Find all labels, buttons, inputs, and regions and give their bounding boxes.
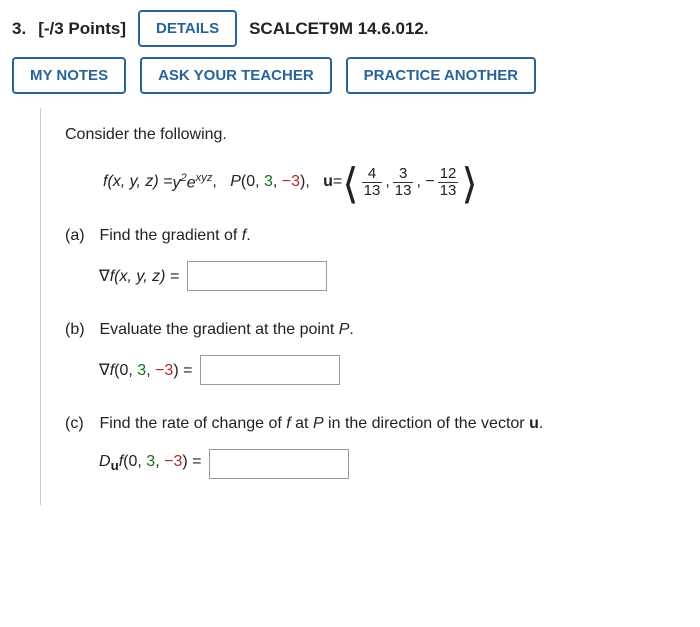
part-c-answer-label: Duf(0, 3, −3) = [99, 453, 201, 473]
part-a-label: (a) [65, 227, 95, 245]
part-c-answerline: Duf(0, 3, −3) = [99, 449, 700, 479]
intro-text: Consider the following. [65, 126, 700, 144]
action-buttons-row: MY NOTES ASK YOUR TEACHER PRACTICE ANOTH… [0, 55, 700, 108]
source-code: SCALCET9M 14.6.012. [249, 19, 429, 39]
part-b-answer-label: ∇f(0, 3, −3) = [99, 360, 192, 380]
part-b-label: (b) [65, 321, 95, 339]
ask-teacher-button[interactable]: ASK YOUR TEACHER [140, 57, 332, 94]
part-b-answerline: ∇f(0, 3, −3) = [99, 355, 700, 385]
part-a: (a) Find the gradient of f. ∇f(x, y, z) … [65, 227, 700, 291]
comma-sep: , [212, 173, 230, 191]
vec-comp-2: 3 13 [393, 166, 414, 199]
part-a-text: Find the gradient of f. [99, 227, 250, 244]
details-button[interactable]: DETAILS [138, 10, 237, 47]
question-number: 3. [12, 19, 26, 39]
func-rhs: y2exyz [172, 172, 212, 192]
vector-u-label: u [323, 173, 333, 191]
given-equation: f(x, y, z) = y2exyz , P(0, 3, −3), u = ⟨… [103, 166, 700, 199]
practice-another-button[interactable]: PRACTICE ANOTHER [346, 57, 536, 94]
part-c-label: (c) [65, 415, 95, 433]
vec-comp-3: 12 13 [438, 166, 459, 199]
my-notes-button[interactable]: MY NOTES [12, 57, 126, 94]
part-a-answer-label: ∇f(x, y, z) = [99, 266, 179, 286]
vector-eq: = [333, 173, 342, 191]
part-b-answer-input[interactable] [200, 355, 340, 385]
part-c-text: Find the rate of change of f at P in the… [99, 415, 543, 432]
point-P: P(0, 3, −3), [230, 173, 323, 191]
part-c-answer-input[interactable] [209, 449, 349, 479]
part-a-answer-input[interactable] [187, 261, 327, 291]
part-a-answerline: ∇f(x, y, z) = [99, 261, 700, 291]
header-row: 3. [-/3 Points] DETAILS SCALCET9M 14.6.0… [0, 0, 700, 55]
part-c: (c) Find the rate of change of f at P in… [65, 415, 700, 479]
func-lhs: f(x, y, z) = [103, 173, 172, 191]
question-content: Consider the following. f(x, y, z) = y2e… [40, 108, 700, 505]
points-label: [-/3 Points] [38, 19, 126, 39]
part-b-text: Evaluate the gradient at the point P. [99, 321, 353, 338]
vec-comp-1: 4 13 [362, 166, 383, 199]
part-b: (b) Evaluate the gradient at the point P… [65, 321, 700, 385]
